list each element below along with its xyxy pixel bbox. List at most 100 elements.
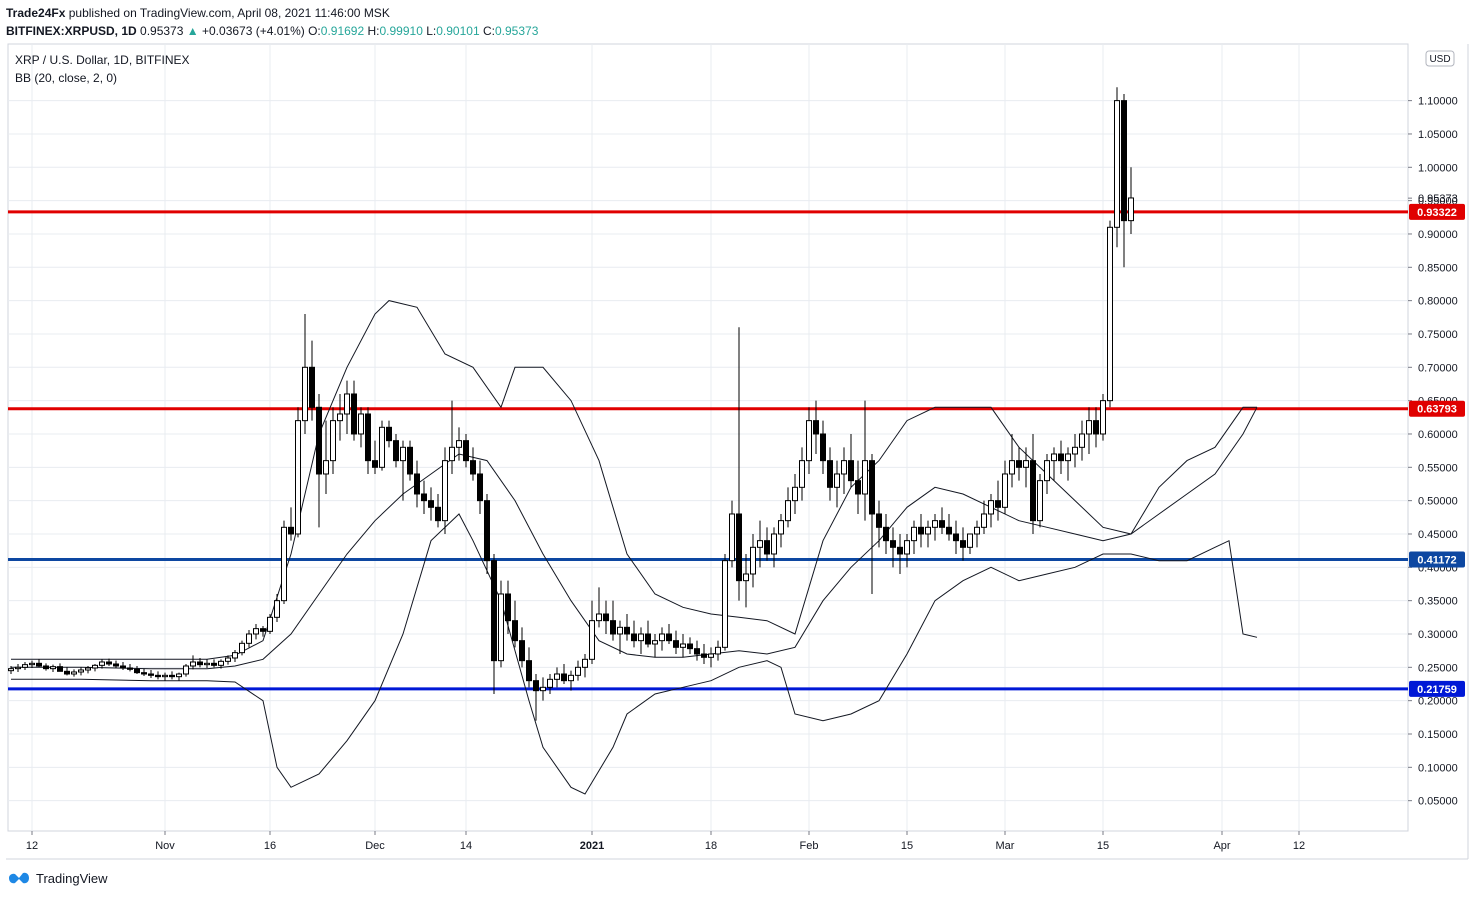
time-tick-label: 16 [264,840,276,852]
candle-body [561,673,567,682]
candle [953,520,959,554]
candle-body [764,540,770,555]
price-change: +0.03673 (+4.01%) [202,24,305,38]
price-tick-label: 0.45000 [1418,529,1458,541]
candle [729,500,735,568]
candle-body [869,460,875,515]
candle-body [925,526,931,535]
candle-body [456,440,462,448]
candle [414,460,420,508]
candle-body [1093,420,1099,435]
candle-body [897,546,903,555]
level-price-badge [1409,551,1465,568]
candle-body [687,643,693,650]
candle [29,660,35,668]
candle [1093,407,1099,448]
currency-badge[interactable]: USD [1425,50,1455,67]
legend-indicator[interactable]: BB (20, close, 2, 0) [15,71,117,85]
candle [134,665,140,674]
candle [645,620,651,648]
candle [638,627,644,654]
candle-body [309,366,315,408]
candle-body [778,520,784,535]
candle-body [1037,480,1043,522]
candle-body [302,366,308,422]
candle-body [491,560,497,662]
candle [876,500,882,548]
candle [652,633,658,658]
candle-body [358,413,364,435]
candle-body [393,440,399,462]
candle [400,440,406,501]
candle [43,663,49,671]
candle-body [603,613,609,622]
candle-body [1128,197,1134,222]
chart-grid [6,43,1469,860]
candle-body [1051,453,1057,462]
candle [330,407,336,474]
price-tick-label: 0.60000 [1418,429,1458,441]
level-price-label: 0.41172 [1417,555,1456,567]
candle-body [701,653,707,658]
candle-body [218,660,224,666]
candle [204,659,210,668]
candle [113,660,119,668]
candle [155,671,161,680]
candle [1107,220,1113,408]
candle [526,647,532,688]
level-price-badge [1409,203,1465,220]
candle-body [708,653,714,658]
candle [85,665,91,674]
candle [932,513,938,541]
candle-body [260,628,266,632]
candle [869,453,875,594]
candle [1121,93,1127,268]
candle [596,587,602,628]
candle [239,640,245,656]
candle-body [330,420,336,462]
candle-body [134,668,140,674]
candle-body [323,460,329,475]
candle-body [911,526,917,542]
candle-body [799,460,805,488]
candle-body [988,500,994,515]
candle-body [876,513,882,528]
candle [498,580,504,668]
low-label: L: [426,24,437,38]
plot-frame [7,43,1409,832]
candle [1114,87,1120,248]
candle [806,407,812,474]
candle [50,664,56,672]
candle [792,473,798,514]
candle [743,553,749,608]
price-tick-label: 0.15000 [1418,729,1458,741]
candle-body [379,426,385,468]
candle-body [1030,460,1036,522]
last-price-label: 0.95373 [1418,193,1458,205]
candle-body [946,526,952,535]
candle [197,657,203,668]
publisher-name[interactable]: Trade24Fx [6,6,66,20]
candle [862,400,868,521]
candle-body [673,640,679,648]
candle [631,620,637,648]
candle-body [568,674,574,682]
candle-body [547,678,553,688]
candle-body [92,664,98,669]
candle [1058,440,1064,474]
candle-body [806,420,812,462]
candle [687,637,693,654]
candle-body [743,573,749,582]
candle-body [288,526,294,535]
candle [71,669,77,677]
candle-body [50,666,56,670]
time-tick-label: Nov [155,840,175,852]
footer-brand[interactable]: TradingView [36,870,108,886]
candle-body [1016,460,1022,468]
candle [92,663,98,672]
tradingview-logo-icon[interactable] [8,870,30,886]
candle-body [820,433,826,462]
candle-body [421,493,427,502]
candle [988,493,994,528]
